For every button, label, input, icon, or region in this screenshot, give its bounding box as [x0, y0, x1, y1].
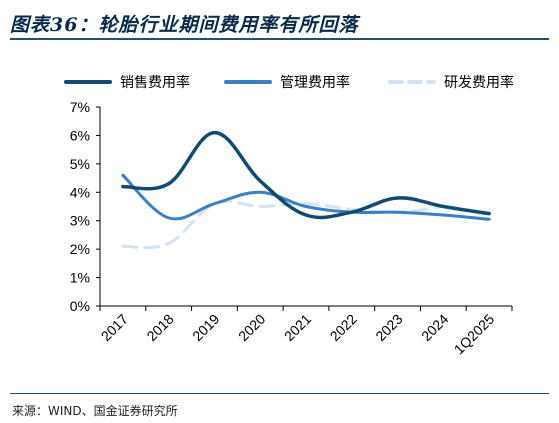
y-tick-label: 1%	[70, 270, 90, 286]
y-tick-label: 3%	[70, 213, 90, 229]
series-line-3	[121, 199, 445, 250]
x-tick-label: 2021	[281, 311, 314, 344]
series-line-1	[121, 130, 491, 220]
y-tick-label: 6%	[70, 127, 90, 143]
source-note: 来源：WIND、国金证券研究所	[12, 404, 178, 418]
x-tick-label: 2019	[189, 311, 222, 344]
y-tick-label: 7%	[70, 99, 90, 115]
x-tick-label: 2022	[327, 311, 360, 344]
x-tick-label: 2020	[235, 311, 268, 344]
y-tick-label: 2%	[70, 241, 90, 257]
y-tick-label: 0%	[70, 298, 90, 314]
x-axis: 2017 2018 2019 2020 2021 2022 2023 2024 1Q2025	[98, 305, 513, 358]
legend: 销售费用率 管理费用率 研发费用率	[64, 74, 514, 91]
x-tick-label: 2018	[143, 311, 176, 344]
series-line-2	[121, 173, 491, 221]
x-tick-label: 1Q2025	[451, 311, 498, 358]
chart-title: 图表36：轮胎行业期间费用率有所回落	[10, 14, 359, 36]
x-tick-label: 2024	[418, 311, 451, 344]
y-tick-label: 5%	[70, 156, 90, 172]
legend-label-1: 销售费用率	[120, 74, 190, 91]
y-axis: 0% 1% 2% 3% 4% 5% 6% 7%	[70, 99, 101, 314]
title-rule	[10, 38, 549, 40]
y-tick-label: 4%	[70, 184, 90, 200]
series-layer	[121, 130, 491, 250]
legend-label-2: 管理费用率	[280, 74, 350, 91]
legend-label-3: 研发费用率	[444, 74, 514, 91]
source-rule	[10, 393, 549, 394]
line-chart: 销售费用率 管理费用率 研发费用率 0%1%2%3%4%5%6%7% 2017 201…	[64, 74, 514, 358]
x-tick-label: 2017	[98, 311, 131, 344]
title-bar: 图表36：轮胎行业期间费用率有所回落	[10, 8, 549, 40]
x-tick-label: 2023	[372, 311, 405, 344]
